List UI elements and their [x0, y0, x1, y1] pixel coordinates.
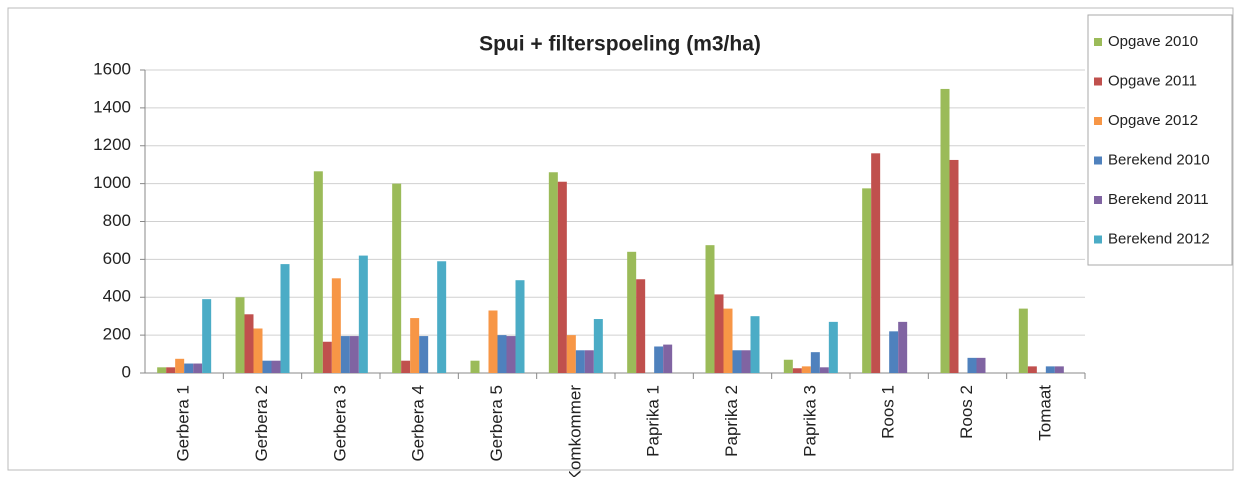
bar [506, 336, 516, 373]
chart-border [7, 7, 1234, 471]
bar [358, 255, 368, 373]
bar [349, 336, 359, 373]
x-tick-label: Paprika 1 [644, 385, 663, 457]
bar [322, 341, 332, 373]
bar [741, 350, 751, 373]
bar [654, 346, 664, 373]
bar [723, 308, 733, 373]
bar [340, 336, 350, 373]
bar [714, 294, 724, 373]
bar [392, 183, 402, 373]
y-tick-label: 200 [103, 325, 131, 344]
x-tick-label: Gerbera 1 [174, 385, 193, 462]
bar [627, 251, 637, 373]
bar [871, 153, 881, 373]
bar [410, 318, 420, 373]
y-tick-label: 600 [103, 249, 131, 268]
bar [271, 360, 281, 373]
bar [313, 171, 323, 373]
legend-text: Berekend 2011 [1108, 191, 1209, 208]
bar [488, 310, 498, 373]
bar [750, 316, 760, 373]
x-tick-label: Gerbera 3 [330, 385, 349, 462]
bar [470, 360, 480, 373]
bar [828, 321, 838, 373]
x-tick-label: Roos 1 [879, 385, 898, 439]
bar [166, 367, 176, 373]
legend-box [1087, 14, 1233, 266]
bar [801, 366, 811, 373]
bar [732, 350, 742, 373]
bar [566, 335, 576, 373]
y-tick-label: 1600 [93, 59, 131, 78]
x-tick-label: Komkommer [565, 385, 584, 477]
bar [244, 314, 254, 373]
y-tick-label: 400 [103, 287, 131, 306]
y-tick-label: 1000 [93, 173, 131, 192]
legend-swatch [1094, 196, 1102, 204]
legend-text: Opgave 2011 [1108, 72, 1197, 89]
bar [331, 278, 341, 373]
legend-text: Berekend 2010 [1108, 151, 1210, 168]
bar [663, 344, 673, 373]
bar [419, 336, 429, 373]
x-tick-label: Gerbera 4 [409, 385, 428, 462]
bar [783, 359, 793, 373]
bar [193, 363, 203, 373]
legend-swatch [1094, 38, 1102, 46]
legend-text: Opgave 2012 [1108, 112, 1198, 129]
x-tick-label: Gerbera 2 [252, 385, 271, 462]
bar [575, 350, 585, 373]
bar [437, 261, 447, 373]
bar [976, 357, 986, 373]
legend-swatch [1094, 235, 1102, 244]
bar [157, 367, 167, 373]
legend-text: Berekend 2012 [1108, 230, 1210, 247]
bar [557, 181, 567, 373]
bar [515, 280, 525, 373]
y-tick-label: 1200 [93, 135, 131, 154]
bar [184, 363, 194, 373]
bar [202, 299, 212, 373]
bar [967, 357, 977, 373]
legend-swatch [1094, 156, 1102, 165]
x-tick-label: Roos 2 [957, 385, 976, 439]
bar [949, 159, 959, 373]
bar [584, 350, 594, 373]
x-tick-label: Paprika 2 [722, 385, 741, 457]
legend-text: Opgave 2010 [1108, 33, 1198, 50]
bar [497, 335, 507, 373]
bar [898, 321, 908, 373]
bar [636, 279, 646, 373]
legend-swatch [1094, 117, 1102, 125]
bar [401, 360, 411, 373]
bar [235, 297, 245, 373]
bar [1018, 308, 1028, 373]
bar [792, 368, 802, 373]
bar [1054, 366, 1064, 373]
bar [280, 264, 290, 373]
bar [548, 172, 558, 373]
x-tick-label: Paprika 3 [800, 385, 819, 457]
chart-title: Spui + filterspoeling (m3/ha) [479, 33, 761, 56]
bar [819, 367, 829, 373]
bar [862, 188, 872, 373]
bar [1027, 366, 1037, 373]
bar [1045, 366, 1055, 373]
y-tick-label: 800 [103, 211, 131, 230]
legend-swatch [1094, 77, 1102, 86]
y-tick-label: 1400 [93, 97, 131, 116]
x-tick-label: Tomaat [1035, 385, 1054, 441]
bar [593, 319, 603, 373]
bar [175, 358, 185, 373]
bar [262, 360, 272, 373]
x-tick-label: Gerbera 5 [487, 385, 506, 462]
bar [253, 328, 263, 373]
bar [889, 331, 899, 373]
bar [705, 245, 715, 373]
bar [940, 88, 950, 373]
bar [810, 352, 820, 373]
y-tick-label: 0 [122, 362, 131, 381]
